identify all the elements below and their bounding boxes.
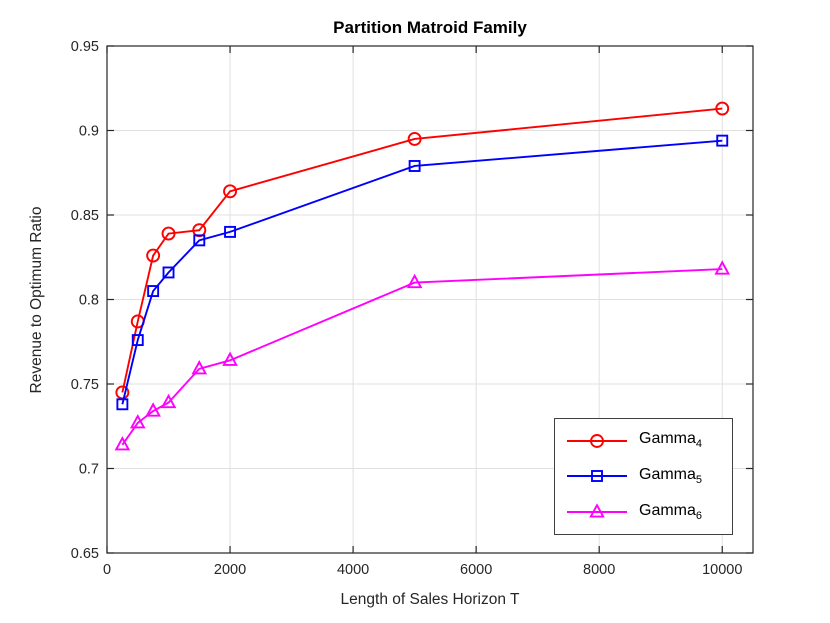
- y-axis-label: Revenue to Optimum Ratio: [28, 206, 45, 394]
- legend-label: Gamma6: [639, 501, 703, 522]
- legend-label: Gamma4: [639, 430, 703, 451]
- legend-swatch-circle: [567, 433, 627, 448]
- marker-circle: [715, 101, 730, 116]
- marker-triangle: [129, 414, 146, 429]
- marker-triangle: [222, 351, 238, 366]
- legend-item-gamma5: Gamma5: [565, 466, 728, 486]
- y-tick-label: 0.85: [71, 208, 99, 224]
- x-tick-label: 8000: [583, 562, 615, 578]
- y-tick-label: 0.8: [79, 293, 99, 309]
- marker-triangle: [191, 360, 208, 375]
- marker-square: [116, 398, 129, 411]
- legend-item-gamma4: Gamma4: [565, 431, 728, 451]
- series-line-gamma5: [121, 139, 723, 405]
- x-tick-label: 10000: [702, 562, 742, 578]
- marker-triangle: [406, 273, 423, 289]
- legend-swatch-square: [567, 470, 627, 483]
- legend-marker-triangle-icon: [589, 503, 605, 518]
- marker-square: [193, 234, 206, 247]
- marker-square: [408, 160, 421, 172]
- marker-square: [162, 266, 175, 279]
- legend-marker-square-icon: [591, 470, 603, 483]
- marker-circle: [407, 131, 422, 146]
- chart-title: Partition Matroid Family: [333, 18, 527, 37]
- marker-square: [716, 134, 729, 147]
- y-tick-label: 0.7: [79, 462, 99, 478]
- marker-square: [147, 285, 160, 297]
- marker-circle: [223, 184, 237, 199]
- legend-swatch-triangle: [567, 503, 627, 518]
- marker-circle: [146, 248, 161, 263]
- marker-triangle: [160, 393, 177, 409]
- legend-marker-circle-icon: [590, 433, 604, 448]
- x-tick-label: 2000: [214, 562, 246, 578]
- series-line-gamma4: [121, 107, 723, 393]
- y-tick-label: 0.95: [71, 39, 99, 55]
- legend-label: Gamma5: [639, 465, 703, 487]
- y-tick-label: 0.9: [79, 124, 99, 140]
- marker-triangle: [714, 260, 731, 275]
- marker-triangle: [114, 436, 131, 451]
- x-tick-label: 0: [103, 562, 111, 578]
- marker-square: [224, 225, 236, 238]
- marker-circle: [161, 226, 176, 241]
- legend-item-gamma6: Gamma6: [565, 502, 728, 522]
- legend-box: Gamma4 Gamma5 Gamma6: [554, 418, 733, 535]
- x-axis-label: Length of Sales Horizon T: [340, 591, 520, 608]
- y-tick-label: 0.65: [71, 546, 99, 562]
- x-tick-label: 4000: [337, 562, 369, 578]
- y-tick-label: 0.75: [71, 377, 99, 393]
- marker-triangle: [145, 402, 161, 417]
- marker-square: [131, 334, 144, 347]
- x-tick-label: 6000: [460, 562, 492, 578]
